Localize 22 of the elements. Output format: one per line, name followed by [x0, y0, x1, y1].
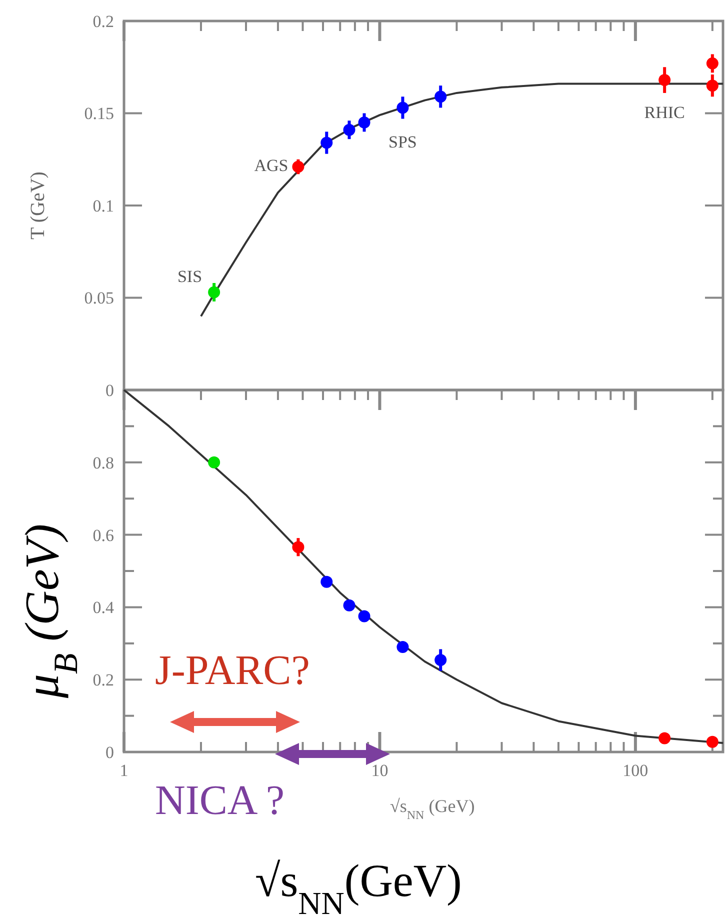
annotation: J-PARC?	[155, 648, 310, 694]
text: √s$_{NN}$(GeV)	[255, 855, 462, 916]
annotation: RHIC	[644, 103, 685, 122]
y-tick-label: 0.2	[92, 12, 114, 31]
y-tick-label: 0	[106, 380, 114, 400]
y-tick-label: 0.6	[92, 526, 114, 545]
x-tick-label: 1	[120, 761, 128, 780]
annotation: SPS	[388, 132, 417, 152]
y-axis-title: T (GeV)	[27, 172, 49, 240]
y-tick-label: 0.1	[92, 196, 114, 216]
y-tick-label: 0	[106, 742, 114, 762]
x-axis-title: √s$_{NN}$ (GeV)	[390, 796, 475, 822]
x-tick-label: 100	[622, 761, 648, 780]
y-tick-label: 0.05	[84, 288, 114, 308]
text: NICA ?	[155, 778, 284, 824]
y-tick-label: 0.2	[92, 670, 114, 690]
annotation: SIS	[177, 267, 202, 286]
y-tick-label: 0.15	[84, 104, 114, 124]
y-tick-label: 0.8	[92, 453, 114, 472]
annotation: AGS	[254, 156, 288, 175]
y-tick-label: 0.4	[92, 598, 114, 618]
x-tick-label: 10	[371, 761, 388, 780]
